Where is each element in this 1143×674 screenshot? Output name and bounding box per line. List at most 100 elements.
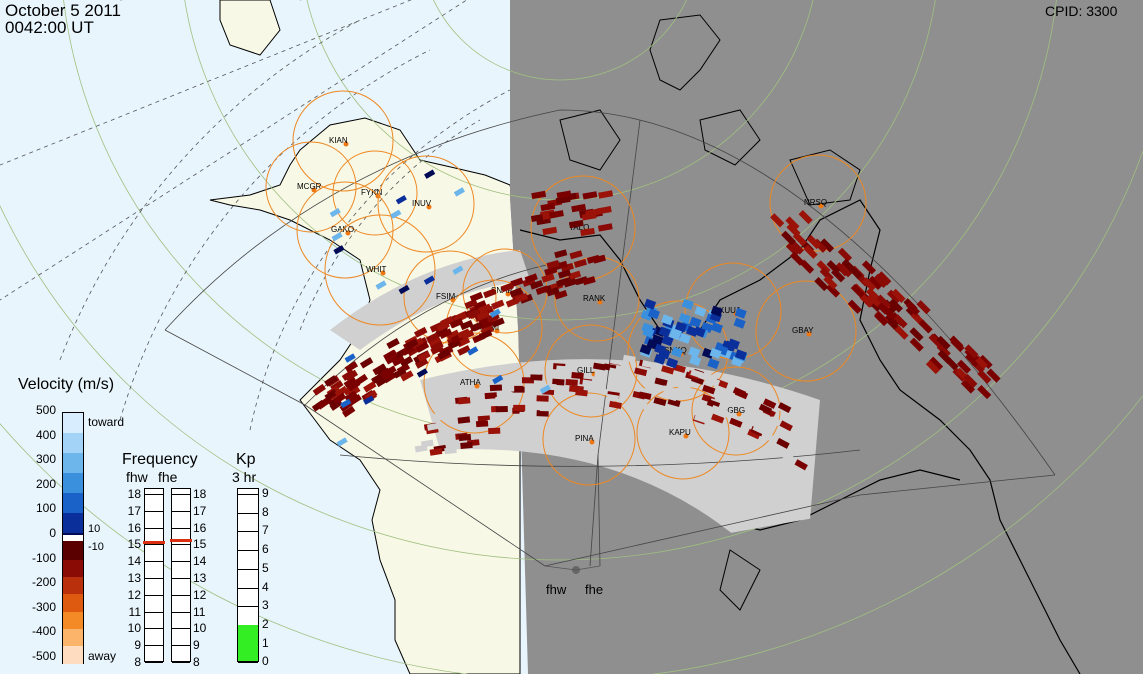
echo-cell — [324, 375, 338, 387]
echo-cell — [556, 190, 572, 199]
velocity-tick-label: -200 — [31, 575, 56, 590]
echo-cell — [334, 385, 348, 398]
echo-cell — [466, 308, 481, 319]
echo-cell — [838, 263, 853, 278]
frequency-grid-line — [145, 645, 163, 647]
echo-cell — [803, 244, 818, 259]
echo-cell — [669, 329, 682, 341]
echo-cell — [814, 277, 829, 292]
echo-cell — [658, 326, 671, 338]
echo-cell — [444, 446, 457, 455]
echo-cell — [342, 405, 356, 418]
echo-cell — [359, 357, 374, 369]
frequency-tick-label-fhw: 18 — [127, 487, 141, 501]
echo-cell — [344, 369, 358, 382]
echo-cell — [925, 360, 941, 375]
kp-grid-line — [238, 568, 258, 570]
echo-cell — [329, 207, 341, 218]
echo-cell — [486, 419, 499, 426]
echo-cell — [567, 270, 582, 280]
station-marker-fsmi — [494, 328, 500, 334]
echo-cell — [677, 383, 691, 393]
kp-level-fill — [238, 624, 258, 661]
echo-cell — [494, 399, 507, 406]
frequency-tick-label-fhe: 14 — [193, 554, 207, 569]
frequency-grid-line — [145, 527, 163, 529]
velocity-tick-label: -300 — [31, 599, 56, 614]
velocity-tick-label: -500 — [31, 649, 56, 663]
echo-cell — [859, 293, 874, 308]
echo-cell — [524, 273, 538, 284]
echo-cell — [491, 317, 505, 328]
station-marker-pgbg — [736, 411, 742, 417]
echo-cell — [928, 333, 943, 348]
echo-cell — [594, 370, 608, 378]
velocity-tick-label: -100 — [31, 550, 56, 565]
echo-cell — [688, 346, 701, 358]
echo-cell — [690, 369, 704, 379]
velocity-swatch — [63, 453, 83, 474]
echo-cell — [678, 332, 691, 344]
frequency-grid-line — [172, 527, 190, 529]
echo-cell — [647, 308, 660, 320]
echo-cell — [693, 326, 706, 338]
frequency-tick-label-fhe: 17 — [193, 503, 207, 518]
echo-cell — [580, 227, 595, 237]
echo-cell — [867, 292, 882, 308]
frequency-tick-label-fhe: 12 — [193, 587, 207, 602]
echo-cell — [513, 404, 526, 411]
longitude-lines — [0, 0, 511, 431]
echo-cell — [639, 344, 652, 355]
echo-cell — [794, 459, 808, 471]
frequency-tick-label-fhw: 10 — [127, 621, 141, 636]
echo-cell — [653, 353, 666, 365]
frequency-grid-line — [145, 578, 163, 579]
echo-cell — [593, 362, 606, 371]
echo-cell — [978, 354, 993, 370]
frequency-tick-label-fhe: 9 — [193, 638, 200, 653]
echo-cell — [717, 387, 731, 398]
echo-cell — [894, 325, 909, 340]
echo-cell — [710, 322, 724, 334]
velocity-swatch — [63, 577, 83, 596]
echo-cell — [729, 417, 743, 428]
echo-cell — [535, 285, 549, 295]
station-marker-atha — [474, 383, 480, 389]
echo-cell — [789, 240, 805, 255]
echo-cell — [785, 242, 800, 257]
echo-cell — [866, 287, 881, 302]
echo-cell — [324, 389, 338, 401]
echo-cell — [420, 439, 434, 448]
echo-cell — [776, 437, 790, 449]
echo-cell — [554, 249, 568, 259]
frequency-tick-label-fhe: 13 — [193, 571, 207, 585]
echo-cell — [375, 280, 387, 290]
echo-cell — [745, 391, 759, 402]
echo-cell — [457, 345, 471, 356]
echo-cell — [370, 372, 385, 385]
station-marker-snap — [505, 291, 511, 297]
echo-cell — [936, 335, 951, 350]
echo-cell — [789, 425, 803, 437]
echo-cell — [450, 317, 464, 329]
frequency-tick-label-fhe: 15 — [193, 537, 207, 552]
kp-tick-label: 1 — [262, 635, 269, 650]
station-label-nrsq: NRSQ — [804, 198, 827, 207]
kp-bar — [237, 488, 259, 664]
velocity-echoes — [311, 169, 1001, 471]
velocity-swatch — [63, 611, 83, 630]
echo-cell — [514, 293, 529, 303]
echo-cell — [916, 300, 931, 315]
radar-site — [544, 565, 601, 574]
velocity-swatch — [63, 493, 83, 514]
echo-cell — [734, 389, 749, 400]
kp-tick-label: 4 — [262, 579, 269, 594]
frequency-tick-label-fhe: 11 — [193, 604, 206, 619]
station-label-kapu: KAPU — [669, 428, 691, 437]
echo-cell — [638, 391, 652, 400]
echo-cell — [380, 368, 395, 381]
echo-cell — [733, 317, 746, 329]
echo-cell — [316, 397, 331, 410]
echo-cell — [861, 277, 877, 292]
station-range-circle-gbay — [755, 280, 857, 382]
